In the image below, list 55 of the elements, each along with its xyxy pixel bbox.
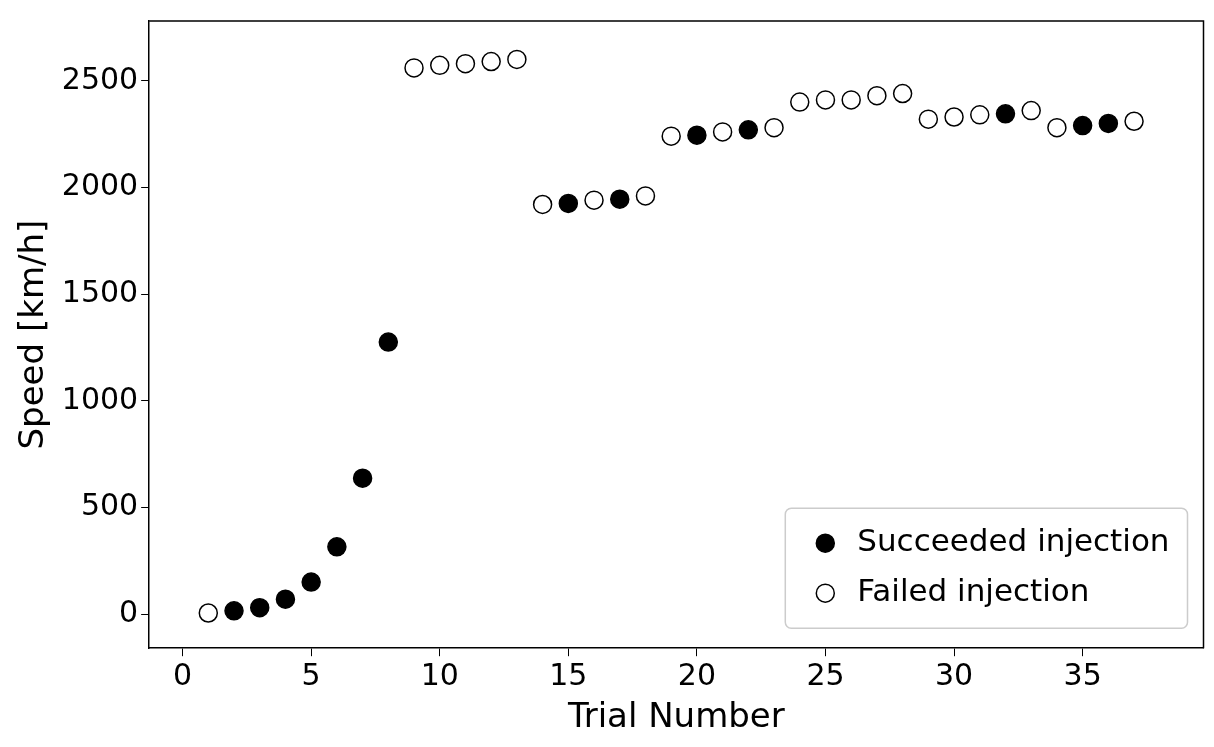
point	[661, 126, 681, 146]
y-axis-title: Speed [km/h]	[11, 219, 52, 450]
point	[995, 104, 1016, 124]
point	[301, 572, 321, 592]
point	[712, 122, 733, 142]
point	[815, 90, 836, 110]
x-tick-label: 0	[173, 657, 193, 692]
point	[558, 193, 579, 214]
point	[378, 332, 399, 352]
y-tick-label: 1500	[61, 273, 139, 309]
point	[1072, 115, 1093, 136]
point	[892, 83, 913, 104]
point	[224, 601, 244, 621]
point	[918, 109, 939, 129]
point	[687, 125, 707, 145]
x-tick-label: 10	[420, 657, 459, 692]
point	[1124, 111, 1144, 132]
point	[1098, 113, 1119, 134]
x-tick-label: 15	[549, 657, 588, 692]
legend-label: Failed injection	[857, 572, 1090, 609]
x-tick-label: 25	[806, 657, 845, 692]
point	[944, 107, 964, 127]
point	[790, 92, 810, 112]
point	[404, 58, 424, 78]
point	[584, 190, 604, 210]
point	[198, 603, 219, 623]
y-tick-label: 1000	[61, 380, 139, 416]
x-tick-label: 5	[301, 657, 321, 692]
point	[352, 468, 373, 488]
y-tick-label: 500	[80, 487, 139, 523]
x-tick-label: 20	[677, 657, 716, 692]
point	[481, 51, 501, 72]
y-tick-label: 2500	[61, 60, 139, 96]
x-tick-label: 35	[1063, 657, 1102, 692]
point	[249, 597, 270, 618]
x-tick-label: 30	[934, 657, 974, 692]
point	[867, 85, 887, 106]
point	[532, 194, 553, 215]
point	[970, 105, 990, 125]
point	[764, 117, 784, 138]
point	[429, 55, 450, 76]
point	[1047, 117, 1067, 138]
y-tick-label: 0	[119, 593, 139, 629]
point	[455, 53, 476, 74]
point	[327, 537, 347, 557]
y-tick-label: 2000	[61, 167, 139, 203]
point	[610, 189, 630, 209]
point	[738, 120, 759, 140]
point	[1021, 100, 1041, 121]
point	[841, 90, 861, 110]
point	[635, 186, 656, 206]
x-axis-title: Trial Number	[566, 695, 785, 736]
point	[275, 589, 296, 609]
legend-label: Succeeded injection	[857, 522, 1170, 559]
point	[507, 49, 527, 70]
